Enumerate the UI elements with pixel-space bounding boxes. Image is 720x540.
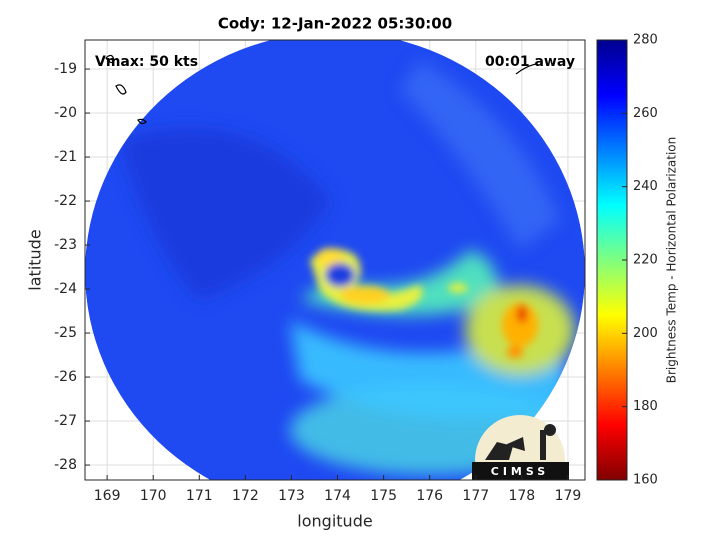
x-tick-label: 172 [232,488,259,504]
x-tick-label: 173 [278,488,305,504]
colorbar-tick-label: 280 [633,33,658,48]
colorbar-tick-label: 240 [633,179,658,194]
x-tick-label: 174 [324,488,351,504]
x-tick-label: 170 [140,488,167,504]
y-tick-label: -22 [54,193,77,209]
y-tick-label: -21 [54,149,77,165]
colorbar-tick-label: 260 [633,106,658,121]
cimss-logo: CIMSS [472,415,569,480]
y-tick-label: -26 [54,369,77,385]
title: Cody: 12-Jan-2022 05:30:00 [218,15,452,33]
x-tick-label: 169 [94,488,121,504]
y-axis-label: latitude [26,229,45,290]
colorbar-tick-label: 160 [633,473,658,488]
colorbar-tick-label: 220 [633,253,658,268]
x-tick-label: 175 [370,488,397,504]
x-tick-label: 177 [462,488,489,504]
annotation: 00:01 away [485,54,575,70]
x-tick-label: 176 [416,488,443,504]
y-tick-label: -25 [54,325,77,341]
y-tick-label: -20 [54,105,77,121]
y-tick-label: -19 [54,61,77,77]
y-tick-label: -24 [54,281,77,297]
x-tick-label: 178 [508,488,535,504]
plot-frame [84,39,586,481]
x-tick-label: 179 [555,488,582,504]
y-tick-label: -28 [54,457,77,473]
x-axis-label: longitude [297,512,372,531]
colorbar-tick-label: 200 [633,326,658,341]
satellite-image [85,40,585,480]
y-tick-label: -27 [54,413,77,429]
colorbar-tick-label: 180 [633,399,658,414]
logo-text: CIMSS [491,465,549,478]
x-tick-label: 171 [186,488,213,504]
colorbar-label: Brightness Temp - Horizontal Polarizatio… [665,137,679,384]
annotation: Vmax: 50 kts [95,54,198,70]
y-tick-label: -23 [54,237,77,253]
